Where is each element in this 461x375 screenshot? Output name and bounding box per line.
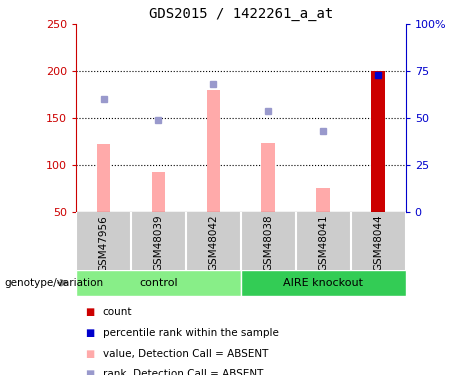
Text: AIRE knockout: AIRE knockout xyxy=(283,278,363,288)
Bar xyxy=(372,71,385,212)
Bar xyxy=(76,270,241,296)
Text: GSM48044: GSM48044 xyxy=(373,215,383,272)
Text: ■: ■ xyxy=(85,308,95,317)
Bar xyxy=(207,90,220,212)
Text: value, Detection Call = ABSENT: value, Detection Call = ABSENT xyxy=(103,349,268,358)
Title: GDS2015 / 1422261_a_at: GDS2015 / 1422261_a_at xyxy=(149,7,333,21)
Text: GSM48039: GSM48039 xyxy=(154,215,164,272)
Bar xyxy=(97,144,110,212)
Text: ■: ■ xyxy=(85,349,95,358)
Bar xyxy=(261,142,275,212)
Text: ■: ■ xyxy=(85,328,95,338)
Text: GSM48041: GSM48041 xyxy=(318,215,328,272)
Text: ■: ■ xyxy=(85,369,95,375)
Text: control: control xyxy=(139,278,178,288)
Bar xyxy=(241,270,406,296)
Text: genotype/variation: genotype/variation xyxy=(5,278,104,288)
Text: GSM48038: GSM48038 xyxy=(263,215,273,272)
Text: percentile rank within the sample: percentile rank within the sample xyxy=(103,328,279,338)
Bar xyxy=(152,172,165,212)
Bar xyxy=(316,188,330,212)
Text: count: count xyxy=(103,308,132,317)
Text: GSM48042: GSM48042 xyxy=(208,215,219,272)
Text: rank, Detection Call = ABSENT: rank, Detection Call = ABSENT xyxy=(103,369,263,375)
Text: GSM47956: GSM47956 xyxy=(99,215,108,272)
